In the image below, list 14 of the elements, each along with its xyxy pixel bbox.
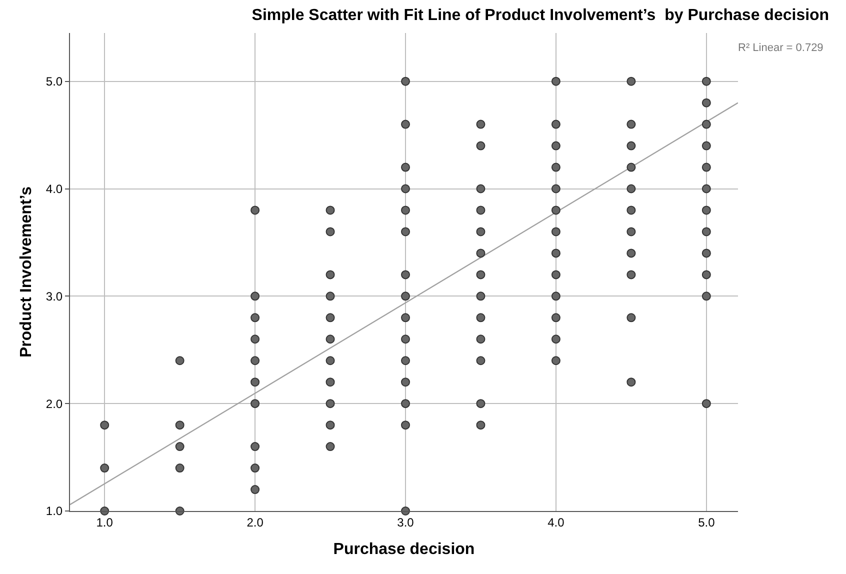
x-tick-label: 4.0 <box>548 515 565 530</box>
annotation: R² Linear = 0.729 <box>738 42 824 54</box>
y-axis-title: Product Involvement’s <box>18 186 35 358</box>
y-tick-label: 3.0 <box>46 289 63 304</box>
x-tick-label: 3.0 <box>397 515 414 530</box>
x-axis-title: Purchase decision <box>333 541 475 558</box>
y-tick-label: 4.0 <box>46 182 63 196</box>
y-tick-label: 2.0 <box>46 396 63 411</box>
x-tick-label: 1.0 <box>96 515 114 530</box>
chart-title: Simple Scatter with Fit Line of Product Involvement’s by Purchase decision <box>252 6 830 24</box>
x-tick-label: 5.0 <box>698 515 716 530</box>
y-tick-label: 5.0 <box>46 74 63 89</box>
y-tick-label: 1.0 <box>46 504 63 518</box>
x-tick-label: 2.0 <box>246 515 264 530</box>
